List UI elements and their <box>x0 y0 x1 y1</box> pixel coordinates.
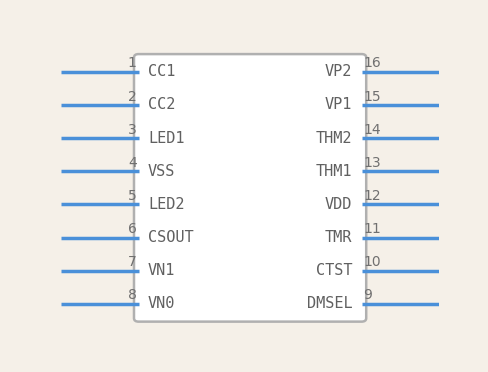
Text: 2: 2 <box>128 90 137 103</box>
Text: VP2: VP2 <box>325 64 352 79</box>
Text: 7: 7 <box>128 255 137 269</box>
Text: CTST: CTST <box>316 263 352 278</box>
Text: VSS: VSS <box>148 164 175 179</box>
Text: VDD: VDD <box>325 197 352 212</box>
Text: 8: 8 <box>128 288 137 302</box>
Text: CC2: CC2 <box>148 97 175 112</box>
Text: VN1: VN1 <box>148 263 175 278</box>
Text: 12: 12 <box>364 189 381 203</box>
Text: 3: 3 <box>128 123 137 137</box>
Text: VN0: VN0 <box>148 296 175 311</box>
Text: 10: 10 <box>364 255 381 269</box>
Text: THM2: THM2 <box>316 131 352 146</box>
Text: 1: 1 <box>128 57 137 70</box>
Text: VP1: VP1 <box>325 97 352 112</box>
FancyBboxPatch shape <box>134 54 366 322</box>
Text: 5: 5 <box>128 189 137 203</box>
Text: 14: 14 <box>364 123 381 137</box>
Text: 16: 16 <box>364 57 381 70</box>
Text: 13: 13 <box>364 156 381 170</box>
Text: 6: 6 <box>128 222 137 236</box>
Text: 4: 4 <box>128 156 137 170</box>
Text: 11: 11 <box>364 222 381 236</box>
Text: LED1: LED1 <box>148 131 184 146</box>
Text: 9: 9 <box>364 288 372 302</box>
Text: CSOUT: CSOUT <box>148 230 194 245</box>
Text: DMSEL: DMSEL <box>306 296 352 311</box>
Text: TMR: TMR <box>325 230 352 245</box>
Text: LED2: LED2 <box>148 197 184 212</box>
Text: CC1: CC1 <box>148 64 175 79</box>
Text: 15: 15 <box>364 90 381 103</box>
Text: THM1: THM1 <box>316 164 352 179</box>
